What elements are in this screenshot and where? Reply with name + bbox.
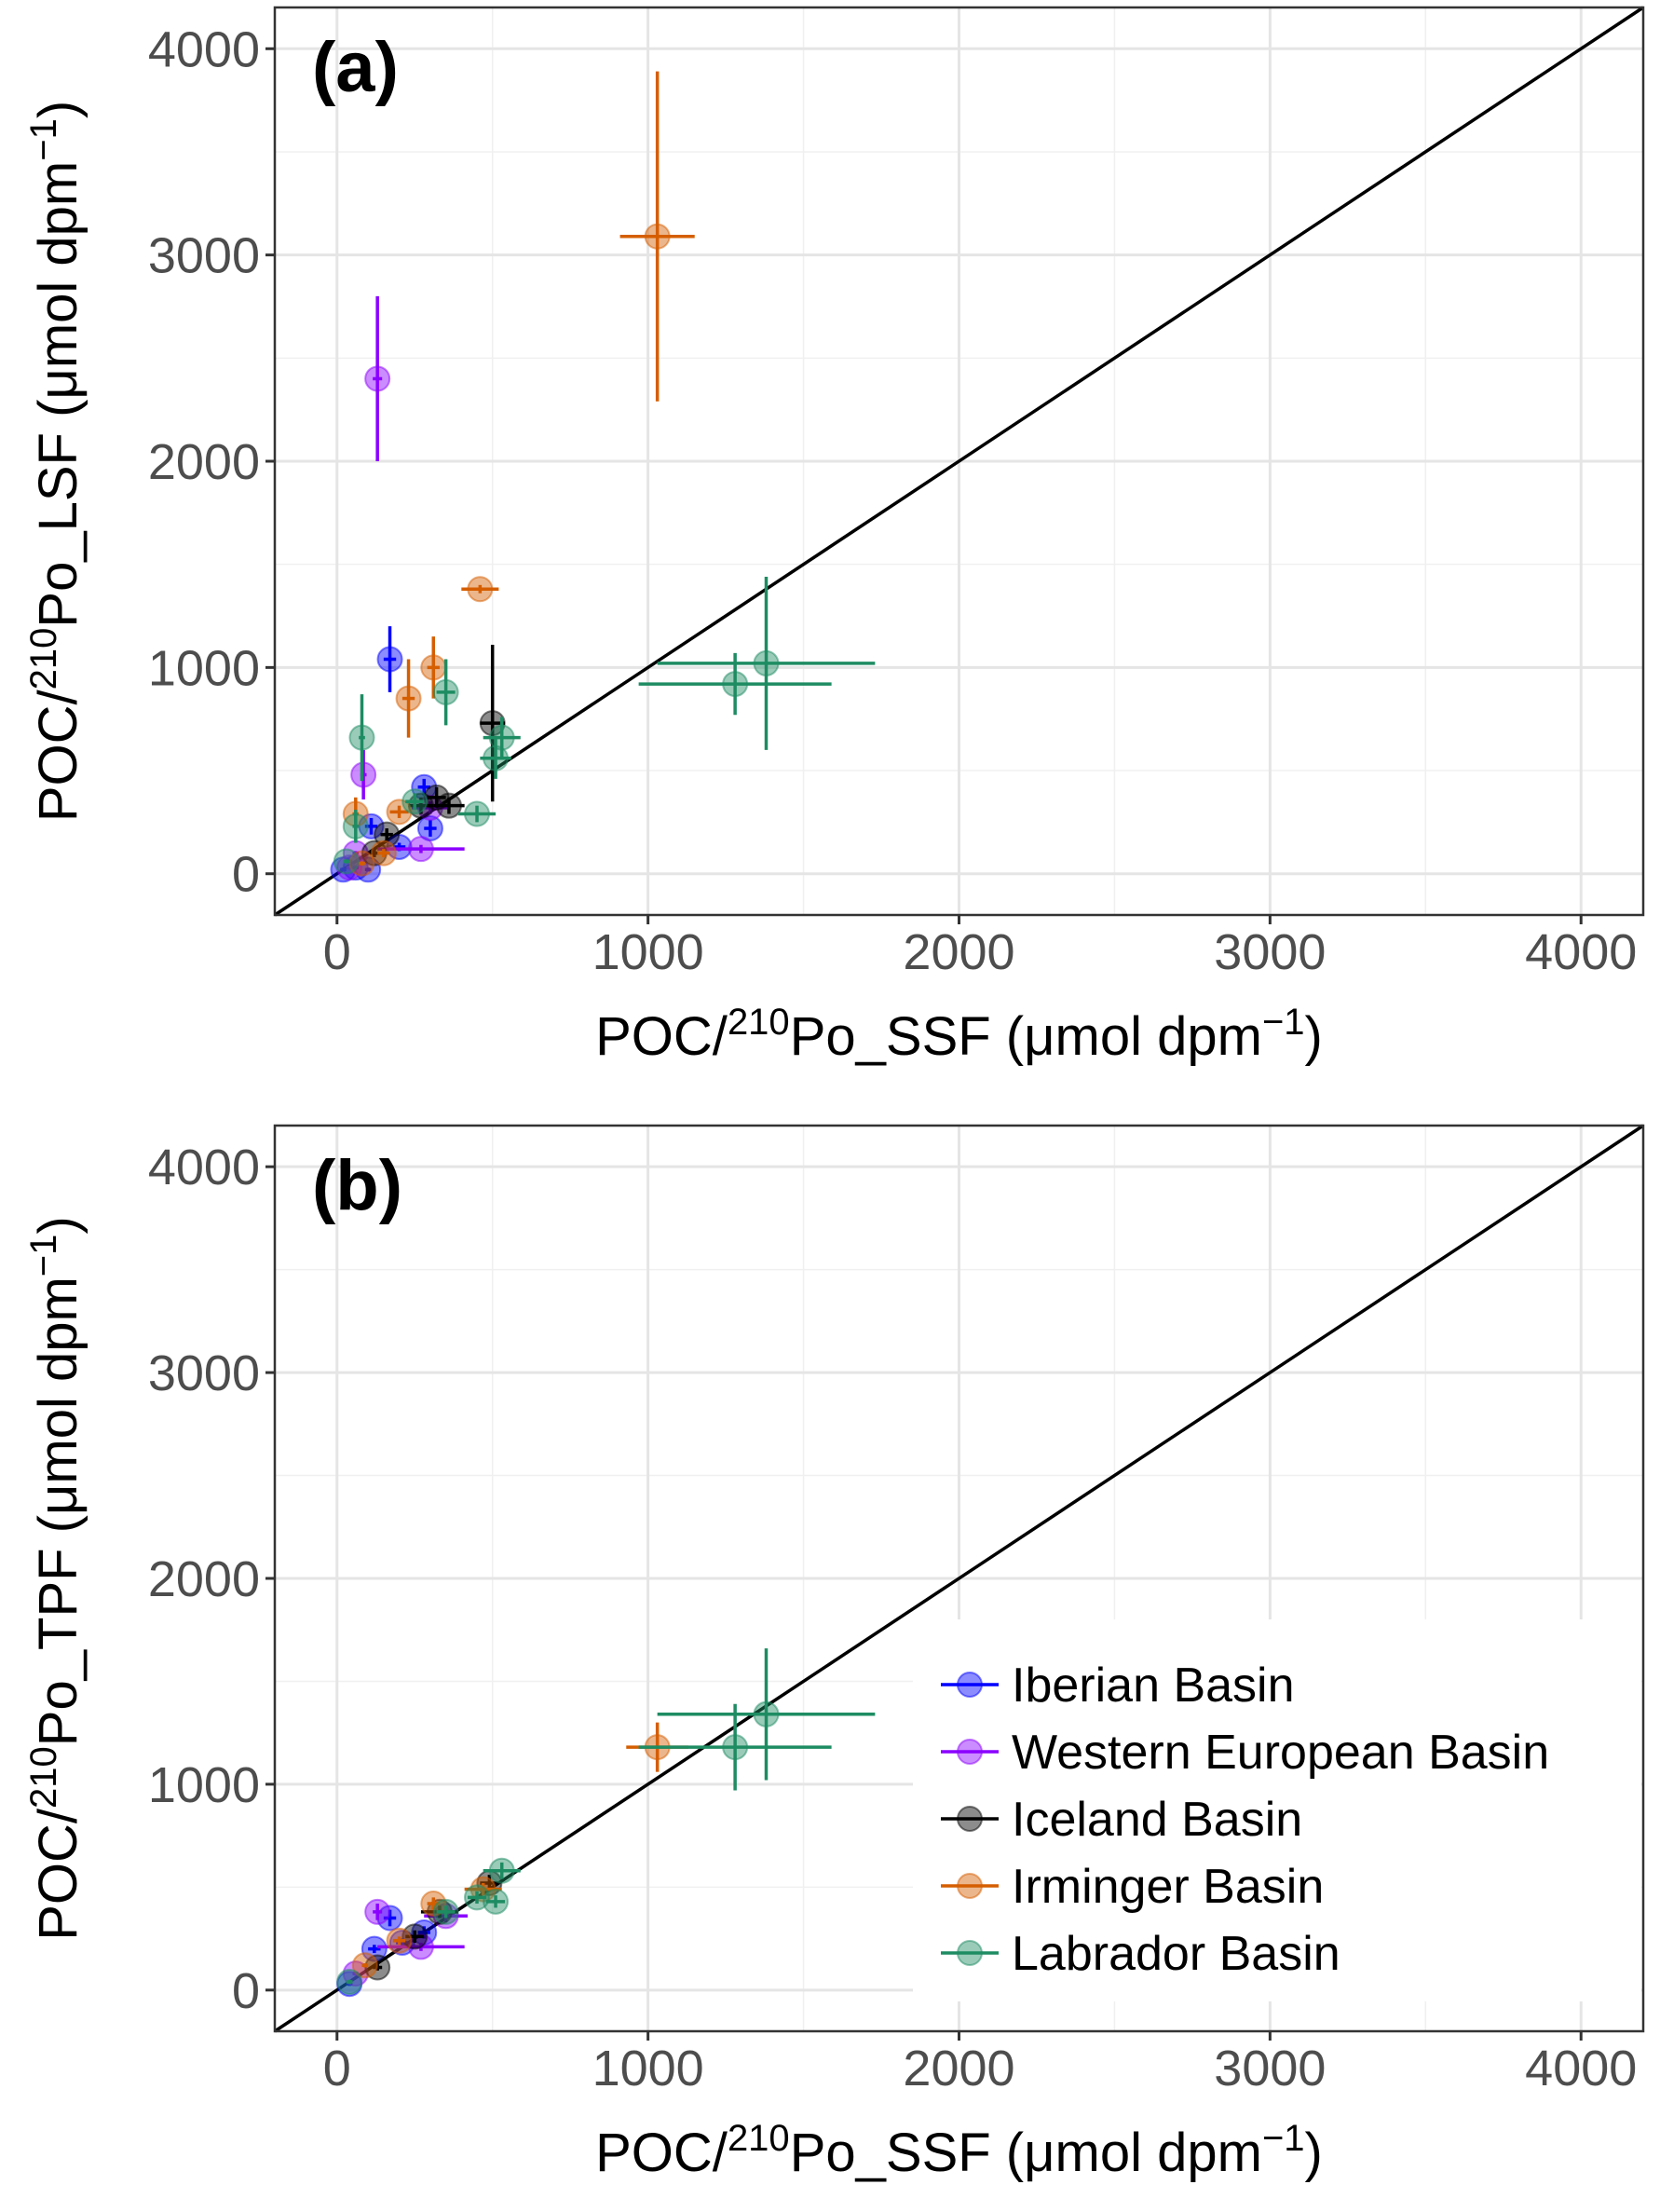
y-tick-label: 4000 bbox=[148, 21, 260, 77]
x-tick-label: 0 bbox=[323, 2041, 351, 2096]
legend-background bbox=[913, 1619, 1641, 2001]
x-tick-label: 1000 bbox=[592, 924, 704, 980]
y-tick-label: 2000 bbox=[148, 434, 260, 490]
axis-title-part: ) bbox=[28, 101, 88, 118]
x-axis-title: POC/210Po_SSF (μmol dpm−1) bbox=[595, 1002, 1323, 1067]
series-labrador-basin bbox=[336, 1648, 876, 1995]
legend-label: Labrador Basin bbox=[1012, 1927, 1340, 1981]
y-tick-label: 1000 bbox=[148, 1757, 260, 1813]
legend-item: Labrador Basin bbox=[941, 1927, 1340, 1981]
legend-key-point bbox=[957, 1940, 983, 1966]
axis-title-part: POC/ bbox=[595, 2123, 728, 2183]
x-tick-label: 2000 bbox=[903, 2041, 1014, 2096]
legend-label: Iceland Basin bbox=[1012, 1793, 1302, 1847]
axis-title-part: ) bbox=[28, 1216, 88, 1234]
legend-label: Western European Basin bbox=[1012, 1726, 1549, 1780]
axis-title-part: 210 bbox=[23, 628, 64, 690]
x-tick-label: 3000 bbox=[1214, 924, 1326, 980]
legend-item: Iceland Basin bbox=[941, 1793, 1302, 1847]
legend-key-point bbox=[957, 1672, 983, 1698]
legend-key-point bbox=[957, 1739, 983, 1765]
axis-title-part: POC/ bbox=[28, 1808, 88, 1941]
legend-label: Irminger Basin bbox=[1012, 1860, 1324, 1914]
axis-title-part: ) bbox=[1305, 1006, 1323, 1067]
legend-key-point bbox=[957, 1806, 983, 1832]
series-iceland-basin bbox=[361, 645, 506, 867]
legend-label: Iberian Basin bbox=[1012, 1659, 1295, 1713]
axis-title-part: −1 bbox=[23, 118, 64, 161]
axis-title-part: Po_SSF (μmol dpm bbox=[790, 1006, 1262, 1067]
legend-item: Western European Basin bbox=[941, 1726, 1549, 1780]
axis-title-part: −1 bbox=[23, 1235, 64, 1277]
panel-b: 0 1000 2000 3000 4000 0 1000 2000 3000 4000 (b) POC… bbox=[23, 1124, 1645, 2183]
legend-item: Irminger Basin bbox=[941, 1860, 1324, 1914]
axis-title-part: Po_SSF (μmol dpm bbox=[790, 2123, 1262, 2183]
y-tick-label: 3000 bbox=[148, 1345, 260, 1401]
axis-title-part: 210 bbox=[728, 1002, 790, 1043]
y-tick-label: 0 bbox=[232, 847, 260, 903]
legend: Iberian Basin Western European Basin Icela… bbox=[913, 1619, 1641, 2001]
x-tick-label: 2000 bbox=[903, 924, 1014, 980]
y-axis-title: POC/210Po_TPF (μmol dpm−1) bbox=[23, 1216, 88, 1941]
legend-item: Iberian Basin bbox=[941, 1659, 1295, 1713]
axis-title-part: −1 bbox=[1262, 2118, 1305, 2159]
legend-key-point bbox=[957, 1873, 983, 1899]
axis-title-part: 210 bbox=[23, 1746, 64, 1809]
x-axis-title: POC/210Po_SSF (μmol dpm−1) bbox=[595, 2118, 1323, 2183]
y-axis-title: POC/210Po_LSF (μmol dpm−1) bbox=[23, 101, 88, 822]
x-tick-label: 4000 bbox=[1525, 2041, 1637, 2096]
panel-label: (a) bbox=[312, 28, 399, 107]
x-tick-label: 0 bbox=[323, 924, 351, 980]
x-tick-label: 3000 bbox=[1214, 2041, 1326, 2096]
one-to-one-line bbox=[274, 1124, 1644, 2033]
panel-label: (b) bbox=[312, 1146, 402, 1225]
panel-a: 0 1000 2000 3000 4000 0 1000 2000 3000 4000 (a) POC… bbox=[23, 6, 1645, 1067]
axis-title-part: Po_TPF (μmol dpm bbox=[28, 1277, 88, 1746]
series-labrador-basin bbox=[333, 576, 876, 875]
axis-title-part: 210 bbox=[728, 2118, 790, 2159]
axis-title-part: ) bbox=[1305, 2123, 1323, 2183]
x-tick-label: 1000 bbox=[592, 2041, 704, 2096]
axis-title-part: POC/ bbox=[28, 689, 88, 822]
one-to-one-line bbox=[274, 6, 1644, 917]
y-tick-label: 4000 bbox=[148, 1140, 260, 1195]
x-tick-label: 4000 bbox=[1525, 924, 1637, 980]
y-tick-label: 2000 bbox=[148, 1551, 260, 1607]
axis-title-part: −1 bbox=[1262, 1002, 1305, 1043]
y-tick-label: 0 bbox=[232, 1963, 260, 2019]
axis-title-part: POC/ bbox=[595, 1006, 728, 1067]
y-tick-label: 3000 bbox=[148, 228, 260, 284]
series-irminger-basin bbox=[351, 1722, 689, 1979]
axis-title-part: Po_LSF (μmol dpm bbox=[28, 161, 88, 628]
y-tick-label: 1000 bbox=[148, 640, 260, 696]
